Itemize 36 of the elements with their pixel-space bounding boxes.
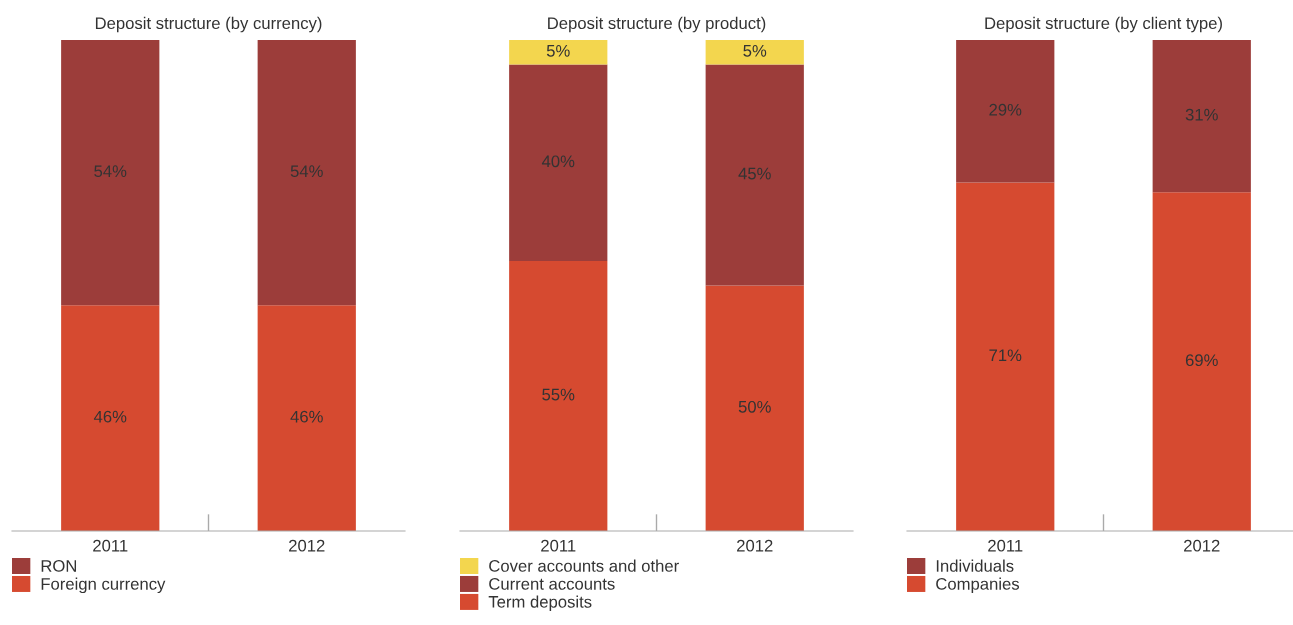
data-label: 69% [1185,354,1218,367]
data-label: 31% [1185,108,1218,121]
x-tick-label: 2012 [737,539,773,552]
chart-title: Deposit structure (by product) [548,16,766,33]
data-label: 54% [94,165,127,178]
bar [509,260,608,531]
data-label: 40% [541,155,575,168]
data-label: 46% [93,410,127,423]
legend-label: Cover accounts and other [489,559,679,572]
x-tick-label: 2012 [1184,539,1220,552]
chart-title: Deposit structure (by client type) [985,16,1222,33]
data-label: 45% [738,167,771,180]
bar [705,64,804,286]
data-label: 46% [290,410,323,423]
data-label: 50% [738,400,771,413]
data-label: 5% [546,45,570,57]
data-label: 54% [290,165,323,178]
data-label: 55% [542,388,575,401]
legend-label: Term deposits [488,595,592,612]
data-label: 5% [743,45,767,57]
legend-label: Current accounts [489,577,615,590]
x-tick-label: 2011 [93,539,128,552]
bar [705,285,804,531]
chart-title: Deposit structure (by currency) [95,16,322,33]
bar [509,64,608,261]
legend-label: Individuals [936,559,1014,572]
x-tick-label: 2011 [988,539,1023,552]
data-label: 71% [989,349,1022,362]
bar [705,40,804,65]
bar [509,40,608,65]
legend-label: Foreign currency [41,577,166,594]
data-label: 29% [989,103,1022,116]
x-tick-label: 2011 [541,539,576,552]
legend-label: Companies [936,577,1020,594]
x-tick-label: 2012 [289,539,325,552]
legend-label: RON [41,560,77,572]
